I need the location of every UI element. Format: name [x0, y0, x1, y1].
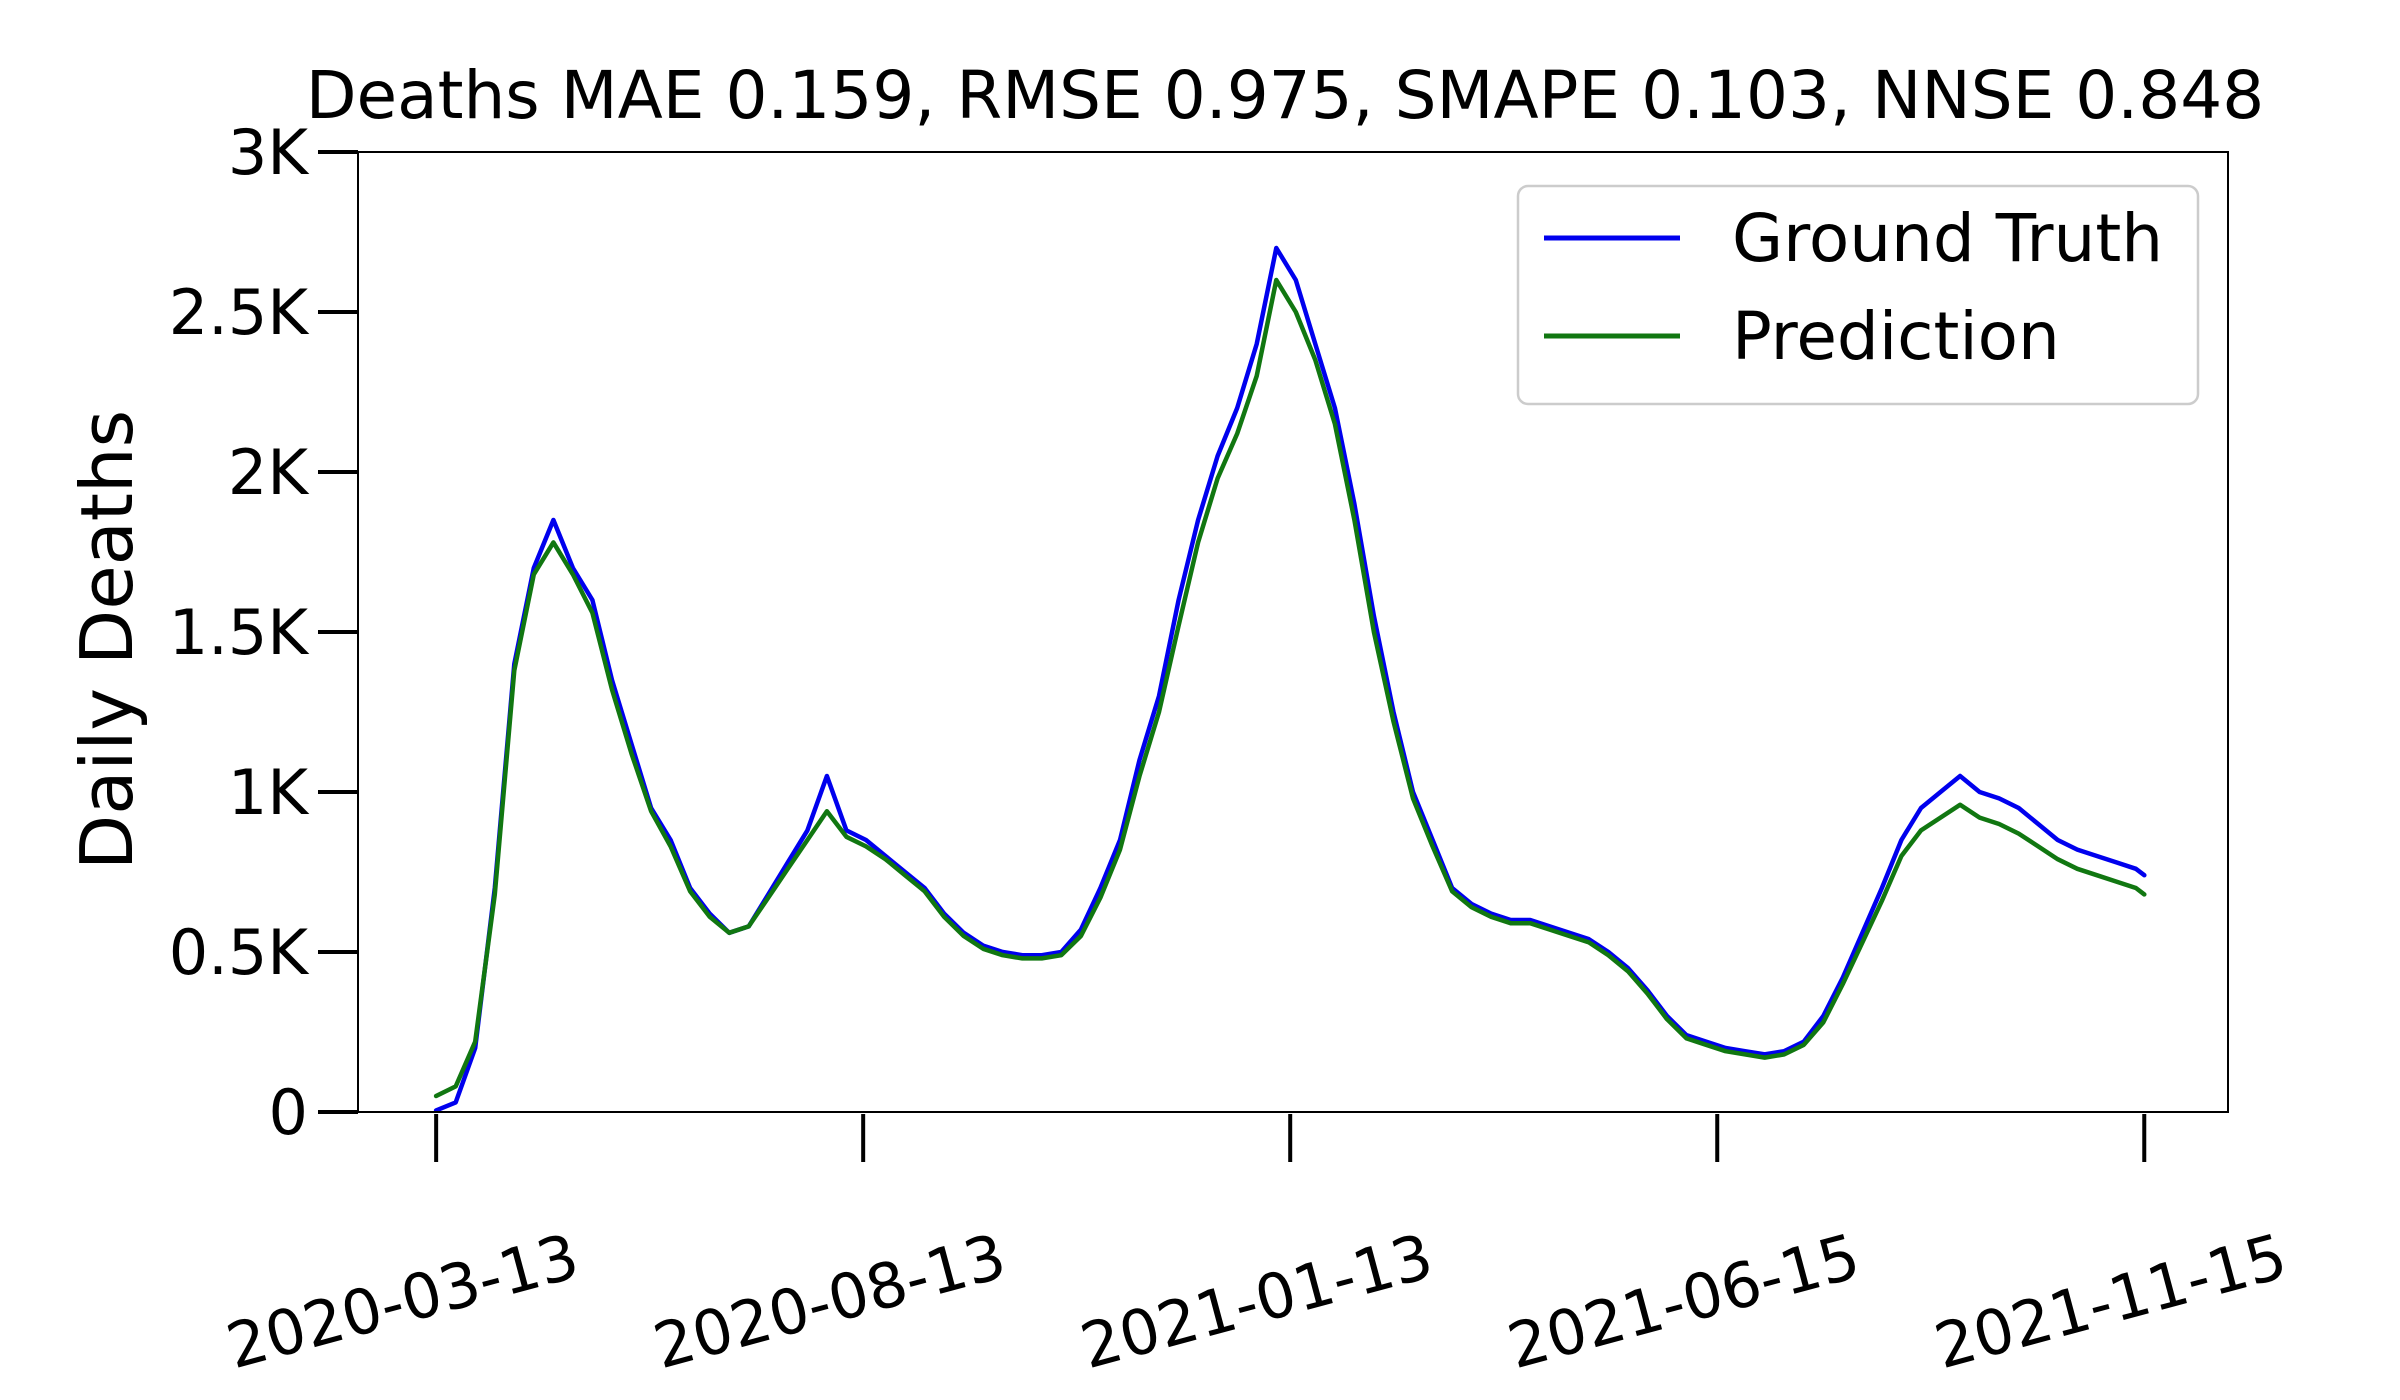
series-line-prediction: [433, 277, 2147, 1099]
x-tick-label: 2021-11-15: [1927, 1219, 2294, 1383]
x-tick-label: 2020-03-13: [219, 1219, 586, 1383]
y-tick-label: 2.5K: [169, 276, 310, 349]
y-tick-label: 3K: [228, 116, 309, 189]
y-tick-label: 0.5K: [169, 916, 310, 989]
y-axis: 0 0.5K 1K 1.5K 2K 2.5K 3K: [169, 116, 358, 1149]
legend-frame: [1516, 184, 2200, 406]
x-axis: 2020-03-13 2020-08-13 2021-01-13 2021-06-15…: [219, 1114, 2294, 1383]
y-tick-label: 0: [269, 1076, 308, 1149]
y-tick-label: 1.5K: [169, 596, 310, 669]
y-tick-label: 1K: [228, 756, 309, 829]
x-tick-label: 2020-08-13: [646, 1219, 1013, 1383]
chart-title: Deaths MAE 0.159, RMSE 0.975, SMAPE 0.10…: [306, 57, 2265, 134]
y-axis-label: Daily Deaths: [65, 410, 149, 870]
legend-label-prediction: Prediction: [1732, 298, 2060, 375]
legend: Ground Truth Prediction: [1516, 184, 2200, 406]
y-tick-label: 2K: [228, 436, 309, 509]
series-layer: [433, 245, 2147, 1113]
x-tick-label: 2021-01-13: [1073, 1219, 1440, 1383]
x-tick-label: 2021-06-15: [1500, 1219, 1867, 1383]
legend-label-ground-truth: Ground Truth: [1732, 200, 2163, 277]
